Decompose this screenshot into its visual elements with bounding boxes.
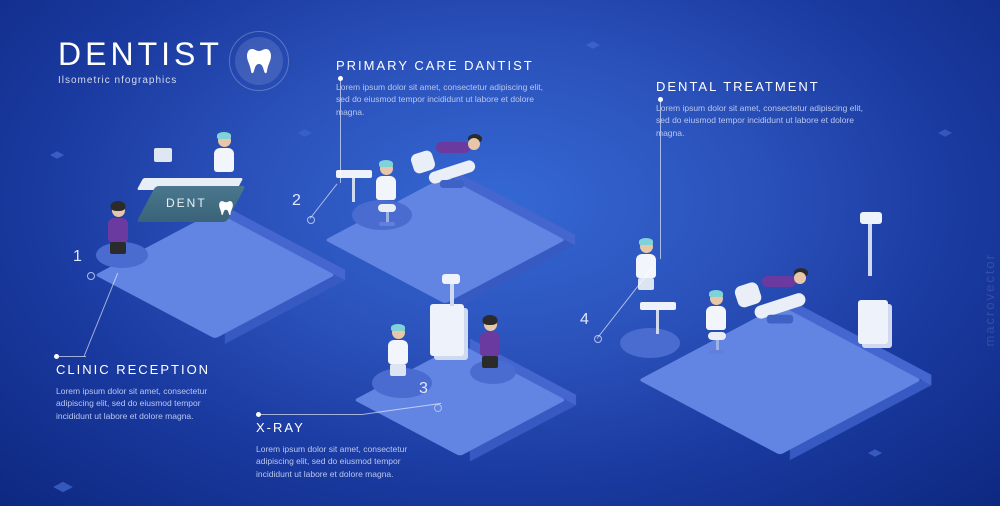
section-body: Lorem ipsum dolor sit amet, consectetur … — [56, 385, 236, 422]
desk-label: DENT — [166, 196, 207, 210]
desk-tooth-icon — [218, 200, 234, 216]
section-body: Lorem ipsum dolor sit amet, consectetur … — [336, 81, 556, 118]
step-number: 2 — [292, 192, 301, 210]
page-title-block: DENTIST Ilsometric nfographics — [58, 36, 283, 86]
callout-line — [56, 356, 86, 357]
dentist-figure — [376, 162, 396, 212]
tray-post — [656, 308, 659, 334]
receptionist-figure — [214, 134, 234, 184]
title-main: DENTIST — [58, 36, 223, 73]
xray-head — [442, 274, 460, 284]
equipment-cabinet — [858, 300, 888, 344]
floor-spot — [620, 328, 680, 358]
tray-post — [352, 176, 355, 202]
decorative-cube — [50, 151, 64, 158]
technician-figure — [388, 326, 408, 376]
section-primary-care: PRIMARY CARE DANTIST Lorem ipsum dolor s… — [336, 58, 556, 118]
exam-chair — [412, 156, 492, 190]
decorative-cube — [586, 41, 600, 48]
reception-monitor — [154, 148, 172, 162]
instrument-tray — [640, 302, 676, 310]
section-title: X-RAY — [256, 420, 436, 435]
tooth-icon — [235, 37, 283, 85]
section-body: Lorem ipsum dolor sit amet, consectetur … — [656, 102, 876, 139]
step-number: 4 — [580, 311, 589, 329]
watermark: macrovector — [983, 253, 998, 347]
title-subtitle: Ilsometric nfographics — [58, 75, 223, 86]
patient-figure — [108, 204, 128, 254]
section-title: PRIMARY CARE DANTIST — [336, 58, 556, 73]
callout-line — [310, 184, 338, 219]
section-reception: CLINIC RECEPTION Lorem ipsum dolor sit a… — [56, 362, 236, 422]
decorative-cube — [868, 449, 882, 456]
step-marker-dot — [87, 272, 95, 280]
step-marker-dot — [434, 404, 442, 412]
section-title: DENTAL TREATMENT — [656, 79, 876, 94]
section-treatment: DENTAL TREATMENT Lorem ipsum dolor sit a… — [656, 79, 876, 139]
patient-figure — [480, 318, 500, 368]
step-number: 1 — [73, 248, 82, 266]
callout-end-dot — [54, 354, 59, 359]
step-number: 3 — [419, 380, 428, 398]
callout-line — [258, 414, 362, 415]
callout-line — [84, 273, 119, 357]
section-title: CLINIC RECEPTION — [56, 362, 236, 377]
patient-lying-figure — [422, 138, 478, 158]
patient-lying-figure — [748, 272, 804, 292]
section-xray: X-RAY Lorem ipsum dolor sit amet, consec… — [256, 420, 436, 480]
instrument-tray — [336, 170, 372, 178]
decorative-cube — [938, 129, 952, 136]
xray-machine — [430, 304, 464, 356]
callout-end-dot — [256, 412, 261, 417]
xray-arm — [450, 282, 454, 306]
decorative-cube — [53, 482, 73, 492]
treatment-chair — [736, 288, 824, 325]
dental-light-pole — [868, 220, 872, 276]
dental-light — [860, 212, 882, 224]
section-body: Lorem ipsum dolor sit amet, consectetur … — [256, 443, 436, 480]
decorative-cube — [298, 129, 312, 136]
dentist-figure — [706, 292, 726, 342]
